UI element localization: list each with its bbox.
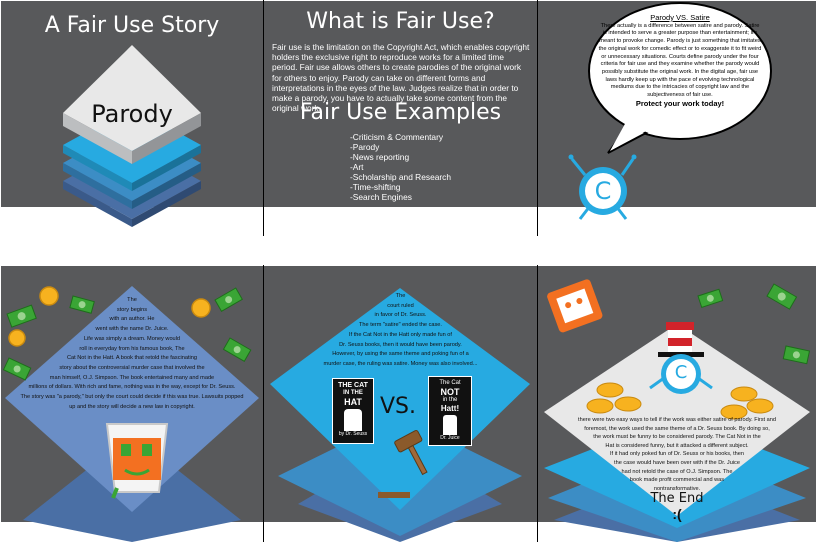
sad-face: :( bbox=[672, 506, 682, 522]
section-heading: What is Fair Use? bbox=[306, 9, 495, 34]
orange-card-icon bbox=[547, 279, 603, 333]
mascot-letter: C bbox=[594, 177, 612, 205]
coin-stack-icon bbox=[586, 382, 774, 420]
story-line: court ruled bbox=[387, 302, 414, 309]
panel-parody-vs-satire: Parody VS. Satire There actually is a di… bbox=[538, 1, 816, 236]
book-title-line: NOT bbox=[440, 387, 460, 397]
ruling-diamond bbox=[270, 288, 530, 542]
list-item: -Scholarship and Research bbox=[350, 172, 452, 182]
story-line: Cat Not in the Hatt. A book that retold … bbox=[67, 355, 197, 362]
panel-title: A Fair Use Story Parody bbox=[1, 1, 263, 236]
coin-icon bbox=[8, 286, 211, 347]
book-author: by Dr. Seuss bbox=[338, 431, 368, 437]
examples-heading: Fair Use Examples bbox=[299, 100, 502, 125]
story-line: If the Cat Not in the Hatt only made fun… bbox=[349, 331, 452, 338]
story-line: The bbox=[127, 297, 137, 303]
book-title-line: THE CAT bbox=[338, 382, 368, 389]
story-line: nontransformative. bbox=[653, 485, 701, 492]
story-line: roll in everyday from his famous book, T… bbox=[79, 345, 185, 352]
panel-divider bbox=[537, 0, 538, 236]
bubble-body: There actually is a difference between s… bbox=[598, 22, 762, 99]
story-line: up and the story will decide a new law i… bbox=[69, 403, 195, 410]
story-line: the case would have been over with if th… bbox=[614, 459, 740, 466]
story-line: with an author. He bbox=[109, 316, 155, 323]
story-text: The court ruled in favor of Dr. Seuss. T… bbox=[264, 292, 537, 370]
story-text: there were two easy ways to tell if the … bbox=[538, 416, 816, 493]
list-item: -Art bbox=[350, 162, 364, 172]
story-line: had not retold the case of O.J. Simpson.… bbox=[621, 468, 733, 475]
panel-divider bbox=[537, 265, 538, 542]
story-line: story begins bbox=[116, 306, 148, 313]
money-bill-icon bbox=[697, 283, 811, 365]
speech-bubble bbox=[588, 2, 772, 154]
story-line: went with the name Dr. Juice. bbox=[95, 326, 169, 333]
story-text: The story begins with an author. He went… bbox=[1, 296, 263, 412]
story-line: Hat is considered funny, but it attacked… bbox=[605, 442, 749, 449]
story-line: The term "satire" ended the case. bbox=[359, 322, 442, 329]
panel-divider bbox=[263, 265, 264, 542]
story-line: If it had only poked fun of Dr. Seuss or… bbox=[609, 451, 745, 458]
book-author: Dr. Juice bbox=[440, 435, 460, 441]
gavel-icon bbox=[378, 429, 428, 498]
list-item: -Search Engines bbox=[350, 192, 412, 202]
list-item: -Time-shifting bbox=[350, 182, 401, 192]
story-line: Life was simply a dream. Money would bbox=[83, 335, 181, 342]
panel-what-is-fair-use: What is Fair Use? Fair use is the limita… bbox=[264, 1, 537, 236]
vs-label: VS. bbox=[379, 394, 416, 419]
book-cover-parody: The Cat NOT in the Hatt! Dr. Juice bbox=[428, 376, 472, 446]
panel-divider bbox=[263, 0, 264, 236]
book-title-line: IN THE bbox=[343, 390, 363, 396]
story-line: story about the controversial murder cas… bbox=[59, 364, 205, 371]
bubble-text: Parody VS. Satire There actually is a di… bbox=[598, 14, 762, 107]
bubble-footer: Protect your work today! bbox=[635, 98, 725, 108]
money-cup-icon bbox=[105, 423, 169, 499]
story-line: However, by using the same theme and pok… bbox=[332, 351, 469, 358]
story-line: The bbox=[395, 293, 406, 299]
list-item: -Parody bbox=[350, 142, 380, 152]
layered-diamond-graphic bbox=[63, 45, 201, 227]
cat-illustration-icon bbox=[443, 415, 457, 435]
story-line: the work must be funny to be considered … bbox=[593, 434, 761, 441]
story-line: in favor of Dr. Seuss. bbox=[374, 312, 427, 319]
copyright-mascot-icon bbox=[568, 154, 637, 220]
mascot-with-hat-icon bbox=[649, 322, 713, 394]
story-line: murder case, the ruling was satire. Mone… bbox=[323, 360, 478, 367]
story-line: man himself, O.J. Simpson. The book ente… bbox=[49, 374, 215, 381]
panel-conclusion: C there were two easy ways to tell if th… bbox=[538, 266, 816, 542]
conclusion-diamond bbox=[544, 324, 810, 542]
panel-court-ruling: The court ruled in favor of Dr. Seuss. T… bbox=[264, 266, 537, 542]
money-bill-icon bbox=[2, 287, 252, 381]
diamond-label: Parody bbox=[91, 100, 173, 128]
book-title-line: Hatt! bbox=[440, 404, 460, 413]
book-title-line: in the bbox=[442, 397, 458, 403]
story-line: foremost, the work used the same theme o… bbox=[584, 425, 770, 432]
panel-white-strip bbox=[264, 207, 537, 236]
book-title-line: The Cat bbox=[439, 380, 461, 386]
book-cover-original: THE CAT IN THE HAT by Dr. Seuss bbox=[332, 378, 374, 444]
examples-list: -Criticism & Commentary -Parody -News re… bbox=[350, 132, 451, 202]
story-line: Dr. Seuss books, then it would have been… bbox=[339, 341, 462, 348]
bubble-heading: Parody VS. Satire bbox=[650, 13, 710, 22]
story-line: book made profit commercial and was bbox=[629, 477, 725, 484]
panel-story-begins: The story begins with an author. He went… bbox=[1, 266, 263, 542]
list-item: -Criticism & Commentary bbox=[350, 132, 444, 142]
cat-illustration-icon bbox=[344, 409, 362, 431]
fair-use-definition: Fair use is the limitation on the Copyri… bbox=[272, 42, 530, 114]
the-end-label: The End bbox=[650, 491, 704, 506]
story-line: millions of dollars. With rich and fame,… bbox=[28, 384, 236, 391]
mascot-letter: C bbox=[674, 362, 688, 383]
book-title-line: HAT bbox=[344, 397, 362, 407]
story-line: there were two easy ways to tell if the … bbox=[578, 417, 776, 423]
page-title: A Fair Use Story bbox=[44, 13, 220, 38]
list-item: -News reporting bbox=[350, 152, 410, 162]
story-line: The story was "a parody," but only the c… bbox=[20, 394, 244, 401]
